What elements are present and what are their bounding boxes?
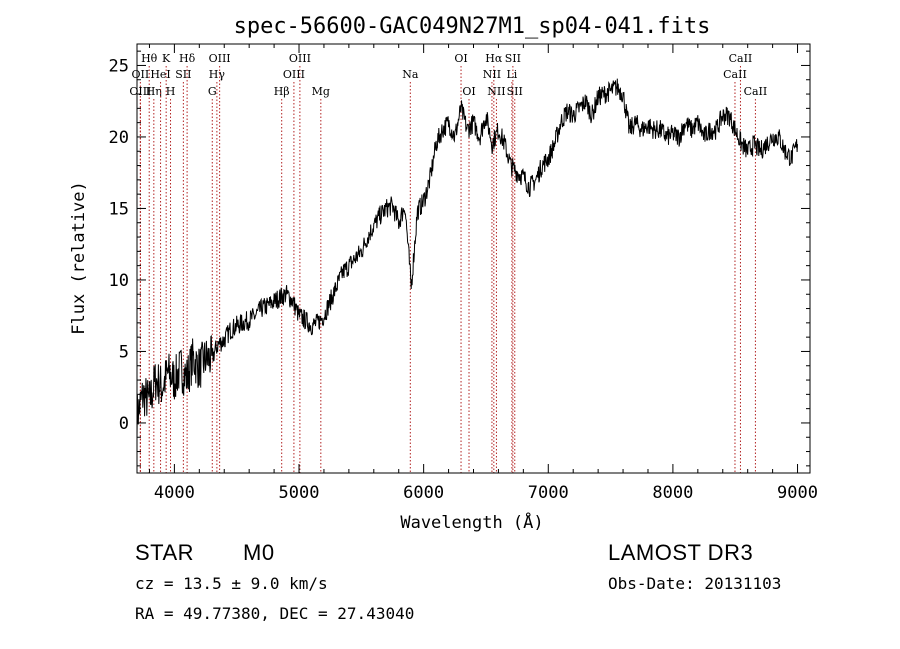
observation-date: Obs-Date: 20131103 [608,574,782,593]
spectrum-series [136,78,798,439]
marker-label-12: Hβ [274,85,290,98]
marker-label-18: OI [462,85,475,98]
marker-label-21: NII [483,68,501,81]
marker-label-9: OIII [209,52,231,65]
marker-label-14: OIII [283,68,305,81]
marker-label-1: OII [132,68,150,81]
y-axis: 0 5 10 15 20 25 [109,50,810,467]
y-tick-label-0: 0 [119,414,129,434]
marker-label-5: K [162,52,171,65]
x-axis-label: Wavelength (Å) [400,511,543,533]
marker-label-16: Na [402,68,419,81]
marker-label-6: H [166,85,176,98]
coordinates: RA = 49.77380, DEC = 27.43040 [135,604,415,623]
survey-name: LAMOST DR3 [608,540,754,565]
x-tick-label-2: 6000 [403,483,444,503]
y-tick-label-2: 10 [109,271,129,291]
y-axis-label: Flux (relative) [69,181,89,335]
marker-label-26: CaII [723,68,747,81]
marker-label-23: NII [487,85,505,98]
x-tick-label-4: 8000 [652,483,693,503]
marker-label-17: OI [454,52,467,65]
y-tick-label-4: 20 [109,128,129,148]
x-tick-label-3: 7000 [528,483,569,503]
x-axis: 4000 5000 6000 7000 8000 9000 [148,44,818,503]
x-tick-label-5: 9000 [777,483,818,503]
marker-label-15: Mg [312,85,330,98]
marker-label-20: SII [505,52,521,65]
y-tick-label-1: 5 [119,342,129,362]
marker-label-8: Hδ [179,52,196,65]
x-tick-label-0: 4000 [154,483,195,503]
marker-label-19: Hα [485,52,503,65]
y-tick-label-5: 25 [109,56,129,76]
marker-label-27: CaII [744,85,768,98]
spectrum-line-0 [136,78,798,439]
plot-frame [136,43,811,474]
marker-label-4: HeI [150,68,170,81]
marker-label-0: Hθ [141,52,158,65]
object-type: STAR [135,540,195,565]
marker-label-13: OIII [289,52,311,65]
marker-label-3: Hη [146,85,162,98]
marker-label-22: Li [506,68,517,81]
x-tick-label-1: 5000 [279,483,320,503]
redshift-cz: cz = 13.5 ± 9.0 km/s [135,574,328,593]
marker-label-25: CaII [729,52,753,65]
y-tick-label-3: 15 [109,199,129,219]
marker-label-24: SII [507,85,523,98]
marker-label-11: G [208,85,217,98]
subclass: M0 [243,540,275,565]
chart-title: spec-56600-GAC049N27M1_sp04-041.fits [234,14,711,39]
marker-label-10: Hγ [209,68,226,81]
marker-label-7: SII [175,68,191,81]
marker-label-2: OIII [129,85,151,98]
